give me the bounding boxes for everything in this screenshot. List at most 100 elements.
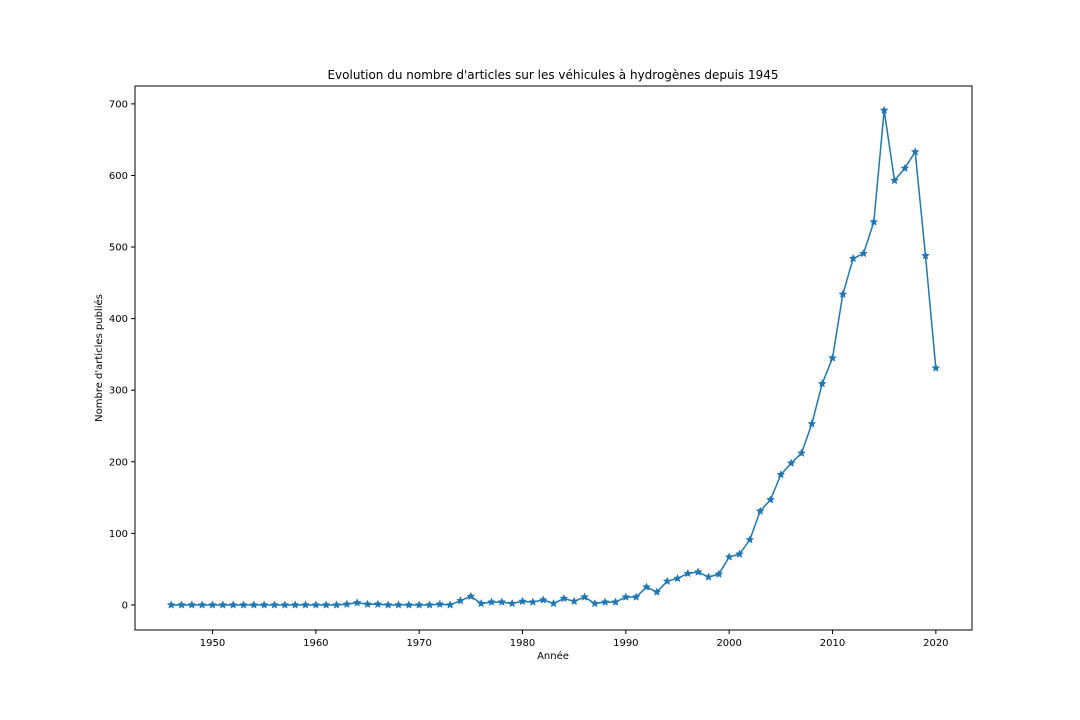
data-point <box>559 593 569 603</box>
x-tick-label: 2000 <box>716 638 741 649</box>
data-point <box>838 289 848 299</box>
data-point <box>538 595 548 604</box>
data-point <box>714 569 724 578</box>
data-point <box>239 600 248 609</box>
data-point <box>621 592 631 601</box>
x-tick-label: 1970 <box>406 638 431 649</box>
data-point <box>249 600 259 609</box>
data-point <box>425 600 434 609</box>
data-point <box>435 599 445 608</box>
data-point <box>807 419 817 428</box>
data-point <box>683 568 693 578</box>
data-point <box>828 353 837 362</box>
data-point <box>394 600 403 609</box>
data-point <box>466 591 476 601</box>
data-point <box>631 592 641 601</box>
data-point <box>590 598 600 608</box>
data-point <box>414 600 424 609</box>
data-point <box>383 600 393 609</box>
y-tick-label: 600 <box>109 171 128 182</box>
data-point <box>476 598 486 608</box>
data-point <box>642 582 651 591</box>
y-axis: 0 100 200 300 400 500 600 700 <box>109 99 135 611</box>
data-point <box>735 549 744 558</box>
data-point <box>724 552 734 561</box>
data-point <box>797 448 806 457</box>
x-tick-label: 2010 <box>820 638 845 649</box>
data-point <box>218 600 228 609</box>
data-point <box>177 600 186 609</box>
data-point <box>755 506 765 515</box>
data-point <box>817 379 827 388</box>
data-point <box>228 600 238 609</box>
y-tick-label: 400 <box>109 314 128 325</box>
data-point <box>321 600 331 609</box>
y-tick-label: 500 <box>109 243 128 254</box>
data-point <box>352 598 362 607</box>
y-tick-label: 300 <box>109 386 128 397</box>
data-point <box>373 599 383 608</box>
data-point <box>187 600 197 609</box>
y-tick-label: 0 <box>122 600 128 611</box>
data-point <box>208 600 217 609</box>
data-point <box>766 495 775 504</box>
data-point <box>704 572 713 581</box>
x-tick-label: 1960 <box>303 638 328 649</box>
data-point <box>693 567 703 576</box>
data-point <box>910 147 920 156</box>
data-point <box>363 599 372 608</box>
plot-area-frame <box>134 85 973 631</box>
data-point <box>652 587 662 596</box>
y-tick-label: 700 <box>109 99 128 110</box>
data-point <box>786 458 796 467</box>
data-point <box>580 592 589 601</box>
data-point <box>166 600 176 609</box>
data-point <box>879 105 889 115</box>
data-point <box>600 597 610 606</box>
data-point <box>301 600 310 609</box>
data-point <box>869 217 879 226</box>
data-point <box>197 600 207 609</box>
x-axis-label: Année <box>537 650 569 662</box>
data-point <box>290 600 300 609</box>
y-tick-label: 200 <box>109 457 128 468</box>
data-point <box>270 600 279 609</box>
series-markers <box>166 105 941 609</box>
data-point <box>662 576 672 586</box>
data-point <box>311 600 321 609</box>
data-point <box>745 535 755 544</box>
y-axis-label: Nombre d'articles publiés <box>93 294 105 422</box>
data-point <box>848 253 858 263</box>
data-point <box>404 600 414 609</box>
data-point <box>456 595 465 605</box>
data-point <box>859 248 868 258</box>
chart-title: Evolution du nombre d'articles sur les v… <box>327 68 778 82</box>
x-axis: 1950 1960 1970 1980 1990 2000 2010 2020 <box>200 630 949 649</box>
data-point <box>507 598 517 608</box>
x-tick-label: 1990 <box>613 638 638 649</box>
data-point <box>497 597 507 606</box>
data-point <box>673 573 682 583</box>
data-point <box>900 163 910 173</box>
data-point <box>518 596 527 606</box>
data-point <box>259 600 269 609</box>
data-point <box>280 600 290 609</box>
data-point <box>445 600 455 609</box>
x-tick-label: 1950 <box>200 638 225 649</box>
data-point <box>487 597 496 606</box>
x-tick-label: 1980 <box>510 638 535 649</box>
data-point <box>569 596 579 606</box>
data-point <box>921 250 930 260</box>
data-point <box>342 599 352 608</box>
data-point <box>890 175 899 185</box>
x-tick-label: 2020 <box>923 638 948 649</box>
data-point <box>528 597 538 606</box>
data-point <box>549 598 558 608</box>
series-line <box>171 110 937 606</box>
data-point <box>931 363 941 372</box>
data-point <box>776 470 786 479</box>
data-point <box>611 597 620 606</box>
y-tick-label: 100 <box>109 529 128 540</box>
data-point <box>332 600 341 609</box>
